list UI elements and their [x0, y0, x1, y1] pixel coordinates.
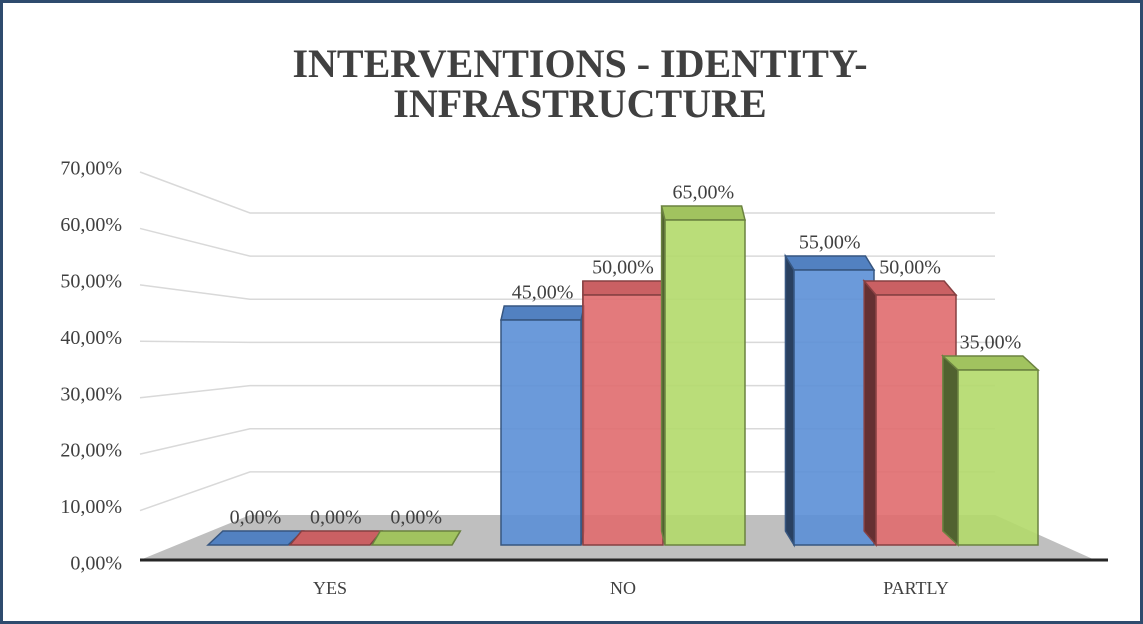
grid-line: [139, 284, 995, 301]
bar: [582, 294, 664, 546]
x-tick-label: PARTLY: [883, 578, 948, 598]
grid-line: [139, 471, 995, 512]
x-tick-label: NO: [610, 578, 636, 598]
bar-top: [288, 530, 384, 546]
bar: [957, 369, 1039, 546]
bar: [500, 319, 582, 546]
bar-side: [863, 278, 877, 548]
data-label: 50,00%: [879, 257, 941, 279]
data-label: 0,00%: [230, 507, 282, 529]
y-tick-label: 60,00%: [60, 214, 122, 236]
bar-top: [862, 280, 958, 296]
bar-side: [942, 354, 959, 547]
grid-line: [139, 171, 995, 214]
bar: [793, 269, 875, 546]
bar-top: [784, 255, 876, 271]
grid-line: [139, 340, 995, 344]
y-tick-label: 0,00%: [70, 553, 122, 575]
grid-line: [139, 227, 995, 257]
grid-line: [139, 384, 995, 399]
bar-top: [206, 530, 305, 546]
bar-top: [370, 530, 462, 546]
grid-line: [139, 427, 995, 455]
data-label: 50,00%: [592, 257, 654, 279]
y-tick-label: 10,00%: [60, 496, 122, 518]
data-label: 55,00%: [799, 232, 861, 254]
bar-top: [660, 205, 746, 221]
data-label: 45,00%: [512, 282, 574, 304]
data-label: 0,00%: [390, 507, 442, 529]
y-tick-label: 40,00%: [60, 327, 122, 349]
bar: [664, 219, 746, 546]
data-label: 65,00%: [672, 182, 734, 204]
y-tick-label: 30,00%: [60, 383, 122, 405]
bar-top: [582, 280, 664, 296]
data-label: 0,00%: [310, 507, 362, 529]
data-label: 35,00%: [960, 332, 1022, 354]
chart-title: INTERVENTIONS - IDENTITY-: [292, 41, 867, 86]
y-tick-label: 20,00%: [60, 440, 122, 462]
y-tick-label: 50,00%: [60, 270, 122, 292]
bar-top: [940, 355, 1040, 371]
y-tick-label: 70,00%: [60, 158, 122, 180]
chart-title: INFRASTRUCTURE: [393, 81, 766, 126]
bar-side: [784, 253, 795, 548]
x-tick-label: YES: [313, 578, 347, 598]
bar-top: [500, 305, 586, 321]
